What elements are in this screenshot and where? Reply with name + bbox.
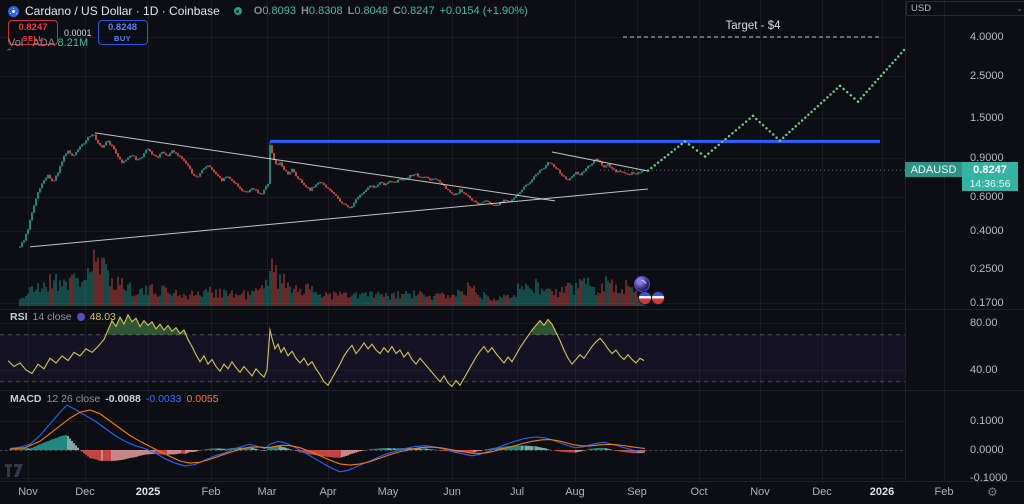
price-tick-label: 1.5000	[970, 112, 1004, 124]
macd-tick-label: 0.1000	[970, 415, 1004, 427]
rsi-legend[interactable]: RSI 14 close 48.03	[10, 311, 116, 323]
time-tick-label[interactable]: Apr	[319, 486, 337, 498]
price-tick-label: 4.0000	[970, 31, 1004, 43]
settings-gear-icon[interactable]: ⚙	[987, 485, 998, 499]
time-tick-label[interactable]: 2025	[135, 486, 161, 498]
macd-hist-value: -0.0088	[105, 393, 141, 405]
swirl-sticker[interactable]	[634, 276, 650, 292]
price-tick-label: 0.4000	[970, 225, 1004, 237]
cardano-logo-icon	[8, 5, 19, 17]
buy-button[interactable]: 0.8248 BUY	[97, 20, 148, 45]
market-status-icon	[233, 7, 242, 15]
price-tick-label: 0.1700	[970, 297, 1004, 309]
last-price-badge[interactable]: ADAUSD 0.8247 14:36:56	[905, 162, 1018, 191]
time-tick-label[interactable]: Feb	[934, 486, 954, 498]
price-tick-label: 0.2500	[970, 263, 1004, 275]
time-tick-label[interactable]: Sep	[627, 486, 647, 498]
rsi-value: 48.03	[89, 311, 116, 323]
macd-tick-label: -0.1000	[970, 472, 1008, 484]
time-tick-label[interactable]: Feb	[201, 486, 221, 498]
symbol-title[interactable]: Cardano / US Dollar · 1D · Coinbase	[25, 4, 220, 18]
badge-price: 0.8247	[962, 162, 1018, 177]
rsi-indicator-icon	[76, 313, 85, 321]
low-value: 0.8048	[354, 5, 388, 17]
time-tick-label[interactable]: Nov	[18, 486, 38, 498]
time-tick-label[interactable]: Dec	[75, 486, 95, 498]
symbol-header: Cardano / US Dollar · 1D · Coinbase O0.8…	[8, 4, 528, 18]
badge-countdown: 14:36:56	[962, 177, 1018, 191]
sell-button[interactable]: 0.8247 SELL	[8, 20, 58, 45]
ohlc-values: O0.8093 H0.8308 L0.8048 C0.8247 +0.0154 …	[253, 5, 528, 17]
spread-value: 0.0001	[64, 27, 92, 38]
price-axis-divider	[905, 0, 906, 481]
collapse-legend-chevron-icon[interactable]: ⌃	[5, 48, 14, 57]
badge-symbol: ADAUSD	[905, 162, 962, 177]
time-tick-label[interactable]: Jul	[509, 486, 525, 498]
price-tick-label: 0.6000	[970, 191, 1004, 203]
time-tick-label[interactable]: Oct	[690, 486, 708, 498]
time-tick-label[interactable]: Jun	[443, 486, 461, 498]
time-tick-label[interactable]: May	[377, 486, 399, 498]
close-value: 0.8247	[400, 5, 435, 17]
chevron-down-icon: ⌄	[1016, 4, 1023, 13]
price-scale-currency-button[interactable]: USD ⌄	[906, 1, 1024, 16]
time-tick-label[interactable]: Dec	[812, 486, 832, 498]
macd-tick-label: 0.0000	[970, 444, 1004, 456]
rsi-tick-label: 40.00	[970, 364, 998, 376]
pane-divider[interactable]	[0, 309, 1024, 310]
price-tick-label: 2.5000	[970, 70, 1004, 82]
macd-line-value: -0.0033	[145, 393, 182, 405]
rsi-tick-label: 80.00	[970, 317, 998, 329]
volume-value: 8.21M	[57, 37, 89, 49]
open-value: 0.8093	[262, 5, 296, 17]
time-tick-label[interactable]: 2026	[869, 486, 895, 498]
macd-signal-value: 0.0055	[186, 393, 219, 405]
tradingview-logo[interactable]	[5, 464, 23, 477]
trade-buttons: 0.8247 SELL 0.0001 0.8248 BUY	[8, 20, 148, 45]
macd-legend[interactable]: MACD 12 26 close -0.0088 -0.0033 0.0055	[10, 393, 219, 405]
high-value: 0.8308	[308, 5, 343, 17]
time-tick-label[interactable]: Mar	[257, 486, 277, 498]
flag-sticker[interactable]	[638, 291, 652, 305]
pane-divider[interactable]	[0, 390, 1024, 391]
time-tick-label[interactable]: Aug	[565, 486, 585, 498]
time-axis-divider	[0, 481, 1024, 482]
volume-legend[interactable]: Vol · ADA 8.21M	[8, 37, 89, 49]
price-tick-label: 0.9000	[970, 152, 1004, 164]
time-tick-label[interactable]: Nov	[750, 486, 770, 498]
flag-sticker[interactable]	[651, 291, 665, 305]
target-annotation-label[interactable]: Target - $4	[725, 20, 781, 32]
change-value: +0.0154 (+1.90%)	[439, 5, 528, 17]
